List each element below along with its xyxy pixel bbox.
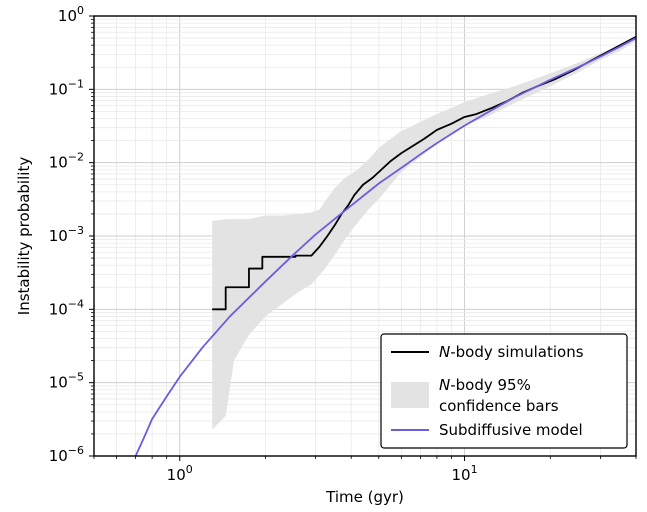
y-tick-label: 10−2 [49, 151, 84, 172]
x-axis-title: Time (gyr) [325, 488, 404, 506]
confidence-band [212, 36, 636, 430]
subdiffusive-model-line [134, 37, 636, 456]
legend-label: N-body simulations [439, 343, 584, 361]
legend-entry-ci: N-body 95% confidence bars [391, 376, 559, 415]
x-tick-label: 100 [167, 463, 193, 484]
y-tick-label: 10−5 [49, 371, 84, 392]
legend-swatch-band [391, 382, 429, 408]
legend-box [380, 333, 628, 449]
legend-entry-model: Subdiffusive model [391, 421, 583, 439]
series-layer [134, 36, 636, 456]
tick-marks [89, 15, 637, 461]
y-tick-label: 10−1 [49, 77, 84, 98]
tick-labels: 100 101 100 10−1 10−2 10−3 10−4 10−5 10−6 [49, 4, 478, 484]
legend-label: Subdiffusive model [439, 421, 583, 439]
legend-label: N-body 95% [439, 376, 531, 394]
y-axis-title: Instability probability [15, 157, 33, 316]
x-tick-label: 101 [451, 463, 477, 484]
y-tick-label: 10−3 [49, 224, 84, 245]
legend-label-line2: confidence bars [439, 397, 559, 415]
legend-entry-nbody: N-body simulations [391, 343, 584, 361]
y-tick-label: 100 [58, 4, 84, 25]
y-tick-label: 10−6 [49, 444, 84, 465]
confidence-band-layer [212, 36, 636, 430]
legend: N-body simulations N-body 95% confidence b… [380, 333, 628, 449]
y-tick-label: 10−4 [49, 297, 84, 318]
